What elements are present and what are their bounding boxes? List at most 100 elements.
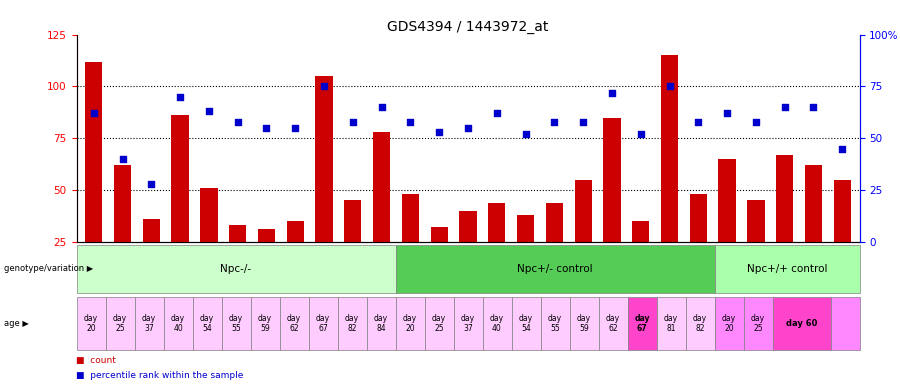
Bar xyxy=(715,245,860,293)
Bar xyxy=(776,155,793,294)
Bar xyxy=(743,297,772,350)
Text: day
84: day 84 xyxy=(374,314,388,333)
Text: day
25: day 25 xyxy=(432,314,446,333)
Text: day
55: day 55 xyxy=(548,314,562,333)
Point xyxy=(202,108,216,114)
Text: day
20: day 20 xyxy=(403,314,417,333)
Bar xyxy=(627,297,656,350)
Bar xyxy=(401,194,419,294)
Bar xyxy=(250,297,280,350)
Bar xyxy=(395,297,425,350)
Text: day
54: day 54 xyxy=(200,314,214,333)
Bar xyxy=(831,297,860,350)
Text: ■  count: ■ count xyxy=(76,356,116,365)
Text: day
25: day 25 xyxy=(751,314,765,333)
Point xyxy=(346,119,360,125)
Bar xyxy=(541,297,570,350)
Point xyxy=(778,104,792,110)
Point xyxy=(605,89,619,96)
Text: day
37: day 37 xyxy=(142,314,156,333)
Bar xyxy=(488,202,506,294)
Text: ■  percentile rank within the sample: ■ percentile rank within the sample xyxy=(76,371,244,380)
Text: day
40: day 40 xyxy=(171,314,185,333)
Text: day
67: day 67 xyxy=(634,314,650,333)
Text: day
20: day 20 xyxy=(722,314,736,333)
Bar xyxy=(603,118,621,294)
Bar xyxy=(76,297,105,350)
Bar xyxy=(833,180,850,294)
Text: day
62: day 62 xyxy=(287,314,302,333)
Bar xyxy=(454,297,482,350)
Bar xyxy=(715,297,743,350)
Text: day
82: day 82 xyxy=(345,314,359,333)
Bar xyxy=(76,245,395,293)
Bar xyxy=(280,297,309,350)
Point xyxy=(461,125,475,131)
Point xyxy=(749,119,763,125)
Text: age ▶: age ▶ xyxy=(4,319,30,328)
Bar xyxy=(598,297,627,350)
Bar xyxy=(309,297,338,350)
Bar xyxy=(395,245,715,293)
Text: genotype/variation ▶: genotype/variation ▶ xyxy=(4,264,94,273)
Text: Npc+/- control: Npc+/- control xyxy=(518,264,593,274)
Bar xyxy=(366,297,395,350)
Text: day
62: day 62 xyxy=(606,314,620,333)
Point xyxy=(518,131,533,137)
Bar xyxy=(686,297,715,350)
Bar xyxy=(718,159,735,294)
Bar xyxy=(545,202,563,294)
Bar xyxy=(772,297,831,350)
Bar xyxy=(570,297,599,350)
Text: day 60: day 60 xyxy=(786,319,817,328)
Text: day
59: day 59 xyxy=(577,314,591,333)
Text: day
20: day 20 xyxy=(84,314,98,333)
Point xyxy=(173,94,187,100)
Point xyxy=(86,110,101,116)
Bar xyxy=(430,227,448,294)
Point xyxy=(115,156,130,162)
Bar xyxy=(230,225,247,294)
Point xyxy=(374,104,389,110)
Point xyxy=(403,119,418,125)
Bar xyxy=(344,200,362,294)
Text: day
59: day 59 xyxy=(258,314,272,333)
Bar xyxy=(134,297,164,350)
Text: day
54: day 54 xyxy=(519,314,533,333)
Bar xyxy=(201,188,218,294)
Point xyxy=(662,83,677,89)
Text: day
81: day 81 xyxy=(664,314,678,333)
Bar xyxy=(286,221,304,294)
Bar xyxy=(143,219,160,294)
Bar xyxy=(747,200,764,294)
Bar xyxy=(661,55,678,294)
Bar xyxy=(482,297,511,350)
Text: day
25: day 25 xyxy=(112,314,127,333)
Bar xyxy=(805,165,822,294)
Point xyxy=(547,119,562,125)
Text: day
82: day 82 xyxy=(693,314,707,333)
Point xyxy=(576,119,590,125)
Point xyxy=(835,146,850,152)
Bar xyxy=(315,76,333,294)
Text: Npc+/+ control: Npc+/+ control xyxy=(747,264,827,274)
Bar xyxy=(459,211,477,294)
Point xyxy=(490,110,504,116)
Point xyxy=(317,83,331,89)
Point xyxy=(634,131,648,137)
Bar xyxy=(221,297,250,350)
Point xyxy=(144,181,158,187)
Text: day
67: day 67 xyxy=(316,314,330,333)
Bar xyxy=(105,297,134,350)
Text: day
37: day 37 xyxy=(461,314,475,333)
Bar xyxy=(373,132,391,294)
Point xyxy=(806,104,821,110)
Bar xyxy=(656,297,686,350)
Point xyxy=(288,125,302,131)
Point xyxy=(720,110,734,116)
Bar xyxy=(689,194,706,294)
Bar xyxy=(172,116,189,294)
Bar xyxy=(511,297,541,350)
Title: GDS4394 / 1443972_at: GDS4394 / 1443972_at xyxy=(387,20,549,33)
Bar xyxy=(425,297,454,350)
